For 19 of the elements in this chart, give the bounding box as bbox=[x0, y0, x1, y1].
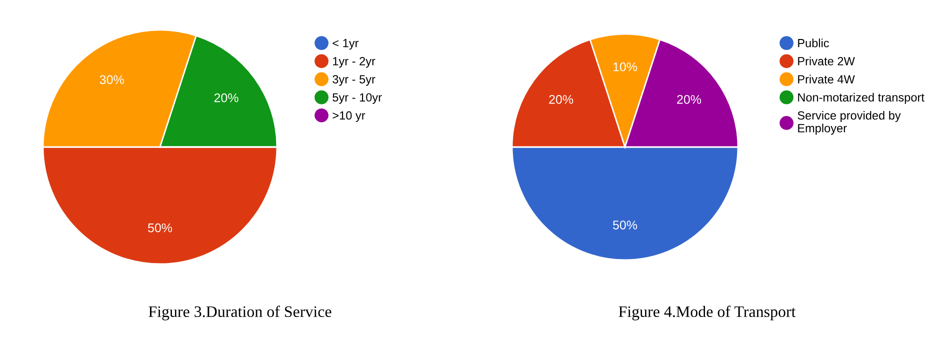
text: Figure 4.Mode of Transport bbox=[618, 306, 796, 320]
legend-label: Private 4W bbox=[798, 74, 855, 84]
legend-label: 5yr - 10yr bbox=[332, 93, 382, 104]
legend-label: Public bbox=[798, 38, 829, 48]
legend-label: Service provided by Employer bbox=[798, 110, 901, 135]
text: Figure 3.Duration of Service bbox=[148, 306, 332, 320]
data-label: 20% bbox=[549, 95, 574, 104]
legend-label: < 1yr bbox=[332, 39, 359, 50]
legend-label: 3yr - 5yr bbox=[332, 75, 376, 86]
data-label: 20% bbox=[214, 93, 238, 102]
data-label: 30% bbox=[100, 75, 124, 84]
legend-label: Non-motarized transport bbox=[798, 92, 924, 104]
data-label: 50% bbox=[148, 223, 172, 232]
legend-label: >10 yr bbox=[332, 111, 366, 122]
legend-label: Private 2W bbox=[798, 56, 855, 66]
data-label: 20% bbox=[677, 95, 702, 104]
legend-label: 1yr - 2yr bbox=[333, 57, 376, 68]
data-label: 10% bbox=[613, 62, 638, 72]
data-label: 50% bbox=[612, 220, 638, 230]
